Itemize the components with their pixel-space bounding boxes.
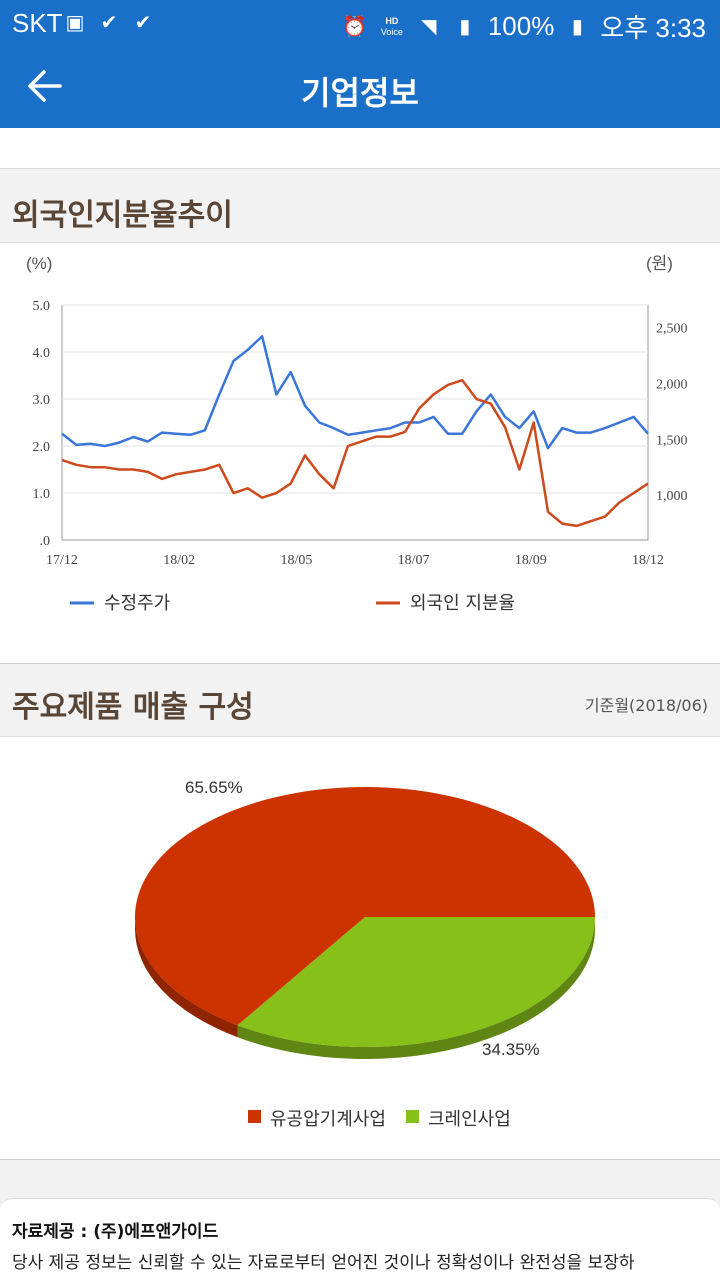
pie-slice-크레인사업 <box>237 917 595 1047</box>
right-axis-tick: 1,500 <box>656 433 688 448</box>
wifi-icon: ◥ <box>421 15 437 38</box>
pie-label-크레인사업: 34.35% <box>482 1040 540 1059</box>
battery-percent: 100% <box>487 11 555 41</box>
legend-label: 크레인사업 <box>428 1109 511 1130</box>
pie-side-유공압기계사업 <box>135 917 238 1038</box>
foreign-ownership-chart: (%) (원) 5.0 4.0 3.0 2.0 1.0 .0 2,500 2,000 1,500… <box>26 254 688 619</box>
back-arrow-icon[interactable] <box>24 64 68 108</box>
foreign-section-title: 외국인지분율추이 <box>12 198 233 233</box>
legend-label: 유공압기계사업 <box>270 1109 386 1130</box>
signal-icon: ▮ <box>459 15 471 38</box>
battery-icon: ▮ <box>571 15 583 38</box>
right-unit-label: (원) <box>646 254 673 273</box>
left-unit-label: (%) <box>26 254 52 273</box>
plot-area <box>61 304 649 541</box>
x-axis-tick: 18/02 <box>163 553 195 568</box>
carrier-label: SKT <box>12 8 63 38</box>
legend-swatch <box>248 1110 261 1123</box>
legend-label: 외국인 지분율 <box>410 593 515 614</box>
pie-slice-유공압기계사업 <box>134 787 595 1026</box>
left-axis-tick: 5.0 <box>33 299 51 314</box>
left-axis-tick: .0 <box>40 534 51 549</box>
product-sales-pie-chart: 65.65% 34.35% 유공압기계사업 크레인사업 <box>134 778 595 1130</box>
gallery-icon: ▣ <box>65 10 85 34</box>
page-title: 기업정보 <box>301 74 419 112</box>
top-strip <box>0 128 720 169</box>
products-chart-card: 65.65% 34.35% 유공압기계사업 크레인사업 <box>0 736 720 1160</box>
data-provider-label: 자료제공 : (주)에프앤가이드 <box>12 1222 219 1242</box>
vpn-key-icon: ✔ <box>100 10 118 34</box>
x-axis-tick: 18/12 <box>632 553 664 568</box>
data-source-footer: 자료제공 : (주)에프앤가이드 당사 제공 정보는 신뢰할 수 있는 자료로부… <box>0 1198 720 1281</box>
hd-voice-icon: HD Voice <box>380 15 403 37</box>
x-axis-tick: 18/09 <box>515 553 547 568</box>
products-section-title: 주요제품 매출 구성 <box>12 690 254 725</box>
pie-label-유공압기계사업: 65.65% <box>185 778 243 797</box>
alarm-icon: ⏰ <box>342 15 368 38</box>
foreign-section-header: 외국인지분율추이 <box>0 170 720 242</box>
legend-swatch <box>406 1110 419 1123</box>
clock: 오후 3:33 <box>600 13 706 43</box>
x-axis-tick: 17/12 <box>46 553 78 568</box>
pie-side-크레인사업 <box>237 917 595 1059</box>
right-axis-tick: 1,000 <box>656 489 688 504</box>
legend-box <box>60 587 684 619</box>
series-line-수정주가 <box>61 335 649 450</box>
left-axis-tick: 1.0 <box>33 487 51 502</box>
left-axis-tick: 4.0 <box>33 346 51 361</box>
disclaimer-text: 당사 제공 정보는 신뢰할 수 있는 자료로부터 얻어진 것이나 정확성이나 완… <box>12 1253 635 1273</box>
right-axis-tick: 2,000 <box>656 377 688 392</box>
foreign-chart-card: (%) (원) 5.0 4.0 3.0 2.0 1.0 .0 2,500 2,000 1,500… <box>0 242 720 664</box>
legend-label: 수정주가 <box>104 593 170 614</box>
app-bar: 기업정보 <box>0 48 720 128</box>
x-axis-tick: 18/05 <box>280 553 312 568</box>
products-section-header: 주요제품 매출 구성 기준월(2018/06) <box>0 664 720 736</box>
basis-month-label: 기준월(2018/06) <box>584 696 708 715</box>
right-axis-tick: 2,500 <box>656 321 688 336</box>
vpn-icon: ✔ <box>134 10 152 34</box>
left-axis-tick: 3.0 <box>33 393 51 408</box>
left-axis-tick: 2.0 <box>33 440 51 455</box>
status-bar: SKT ▣ ✔ ✔ ⏰ HD Voice ◥ ▮ 100% ▮ 오후 3:33 <box>0 0 720 48</box>
x-axis-tick: 18/07 <box>398 553 430 568</box>
series-line-외국인 지분율 <box>61 378 649 528</box>
